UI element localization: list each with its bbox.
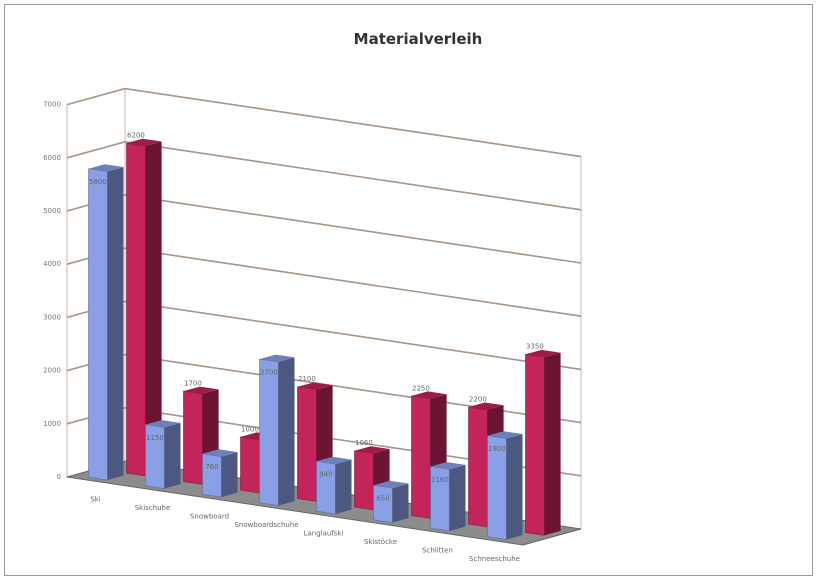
bar-top: [259, 354, 295, 362]
bar-front: [487, 435, 507, 540]
bar-front: [430, 466, 450, 532]
y-tick-label: 7000: [43, 101, 61, 109]
data-label: 1900: [488, 445, 506, 453]
bar-front: [259, 358, 279, 506]
data-label: 1700: [184, 380, 202, 388]
bar: 1160: [430, 462, 466, 532]
bar-side: [145, 141, 162, 476]
y-tick-label: 1000: [43, 420, 61, 428]
bar-side: [278, 357, 295, 506]
bar-side: [449, 464, 466, 532]
data-label: 1150: [146, 434, 164, 442]
data-label: 1060: [355, 439, 373, 447]
y-tick-label: 5000: [43, 207, 61, 215]
gridline: [66, 247, 582, 317]
data-label: 2200: [469, 395, 487, 403]
bar-top: [145, 420, 181, 428]
bar-top: [126, 138, 162, 146]
bar-side: [544, 352, 561, 536]
bar-top: [202, 449, 238, 457]
category-label: Snowboard: [190, 512, 229, 520]
bar-front: [297, 386, 317, 502]
bar-top: [297, 382, 333, 390]
bar-top: [468, 402, 504, 410]
y-axis-tick-labels: 0 1000 2000 3000 4000 5000 6000 7000: [43, 101, 61, 481]
data-label: 940: [319, 471, 332, 479]
y-tick-label: 2000: [43, 367, 61, 375]
bar-top: [88, 164, 124, 172]
category-label: Skischuhe: [135, 504, 171, 512]
bar-front: [126, 142, 146, 477]
bar-front: [240, 436, 260, 494]
bar: 650: [373, 480, 409, 523]
bar-front: [145, 424, 165, 489]
data-label: 650: [376, 495, 389, 503]
bar: 3350: [525, 343, 561, 536]
bar-chart: Materialverleih 0 1000 2000 3000 4000 5000 600…: [43, 30, 582, 563]
bar-side: [335, 459, 352, 515]
bar-top: [487, 431, 523, 439]
category-label: Langlaufski: [304, 529, 344, 537]
bars: 6200 5800 1700 1150 1000 760 2100 2700 1060 940 22…: [88, 132, 561, 540]
category-label: Snowboardschuhe: [234, 521, 298, 529]
data-label: 1160: [431, 476, 449, 484]
gridline: [66, 87, 582, 158]
category-label: Ski: [90, 495, 100, 503]
bar-top: [525, 349, 561, 358]
data-label: 3350: [526, 343, 544, 351]
y-tick-label: 3000: [43, 313, 61, 321]
bar: 2700: [259, 354, 295, 506]
y-tick-label: 0: [57, 473, 61, 481]
bar: 6200: [126, 132, 162, 477]
data-label: 2700: [260, 369, 278, 377]
category-label: Schneeschuhe: [469, 555, 520, 563]
bar-front: [354, 450, 374, 511]
category-labels: Ski Skischuhe Snowboard Snowboardschuhe Lang…: [90, 495, 520, 563]
bar: 1900: [487, 431, 523, 540]
bar-side: [392, 483, 409, 523]
data-label: 1000: [241, 425, 259, 433]
bar-front: [411, 395, 431, 519]
data-label: 760: [205, 463, 218, 471]
gridline: [66, 300, 582, 371]
data-label: 5800: [89, 178, 107, 186]
data-label: 2250: [412, 384, 430, 392]
bar-top: [373, 480, 409, 488]
bar-side: [221, 452, 238, 498]
bar-front: [468, 406, 488, 528]
gridline: [66, 140, 582, 211]
bar-front: [373, 484, 393, 523]
bar-front: [88, 168, 108, 481]
bar-top: [354, 446, 390, 454]
bar-front: [202, 453, 222, 498]
bar-side: [506, 434, 523, 540]
bar-front: [316, 460, 336, 515]
category-label: Schlitten: [422, 546, 453, 554]
bar-top: [183, 386, 219, 394]
data-label: 2100: [298, 375, 316, 383]
y-tick-label: 6000: [43, 154, 61, 162]
bar: 5800: [88, 164, 124, 481]
gridlines: [66, 87, 582, 477]
bar: 1150: [145, 420, 181, 489]
y-tick-label: 4000: [43, 260, 61, 268]
category-label: Skistöcke: [364, 538, 397, 546]
bar-side: [164, 422, 181, 489]
bar-side: [107, 167, 124, 481]
bar-top: [411, 391, 447, 399]
chart-frame: Materialverleih 0 1000 2000 3000 4000 5000 600…: [4, 4, 813, 576]
bar: 760: [202, 449, 238, 498]
data-label: 6200: [127, 132, 145, 140]
bar-front: [525, 353, 545, 536]
gridline: [66, 194, 582, 264]
bar-front: [183, 390, 203, 485]
chart-title: Materialverleih: [354, 30, 483, 48]
bar: 940: [316, 456, 352, 515]
